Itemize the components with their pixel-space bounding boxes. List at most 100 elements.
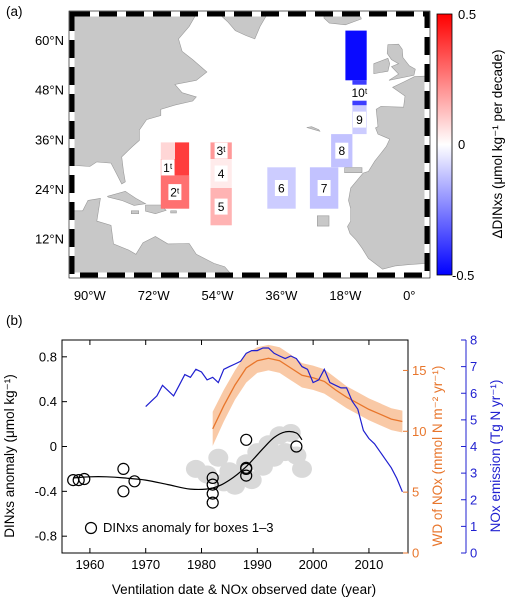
y-right-tick-label: 8 (470, 333, 477, 348)
box-label-bg (168, 184, 182, 201)
box-label-bg (349, 84, 370, 101)
latitude-tick-label: 24°N (35, 182, 64, 197)
box-label-bg (214, 165, 228, 182)
data-point (206, 487, 219, 500)
latitude-tick-label: 12°N (35, 232, 64, 247)
box-label-bg (161, 159, 175, 176)
timeseries-plot: 1960 1970 1980 1990 2000 2010-0.8-0.400.40.80… (35, 333, 478, 573)
map-border-dashed (69, 11, 430, 278)
legend: DINxs anomaly for boxes 1–3 (84, 520, 274, 535)
longitude-tick-label: 0° (403, 288, 415, 303)
y-left-axis-label: DINxs anomaly (μmol kg⁻¹) (2, 374, 17, 537)
box-label: 7 (321, 182, 328, 196)
trend-box (174, 142, 190, 176)
box-label: 10ᵗ (352, 86, 368, 100)
box-label: 3ᵗ (216, 144, 226, 158)
y-mid-tick-label: 0 (412, 546, 419, 561)
legend-text: DINxs anomaly for boxes 1–3 (103, 520, 274, 535)
wd-uncertainty-band (212, 344, 403, 446)
ensemble-cloud (241, 471, 262, 490)
panel-a-label: (a) (6, 4, 23, 19)
box-label: 5 (218, 200, 225, 214)
box-label-bg (214, 142, 228, 159)
data-point (206, 478, 219, 491)
colorbar-label: ΔDINxs (μmol kg⁻¹ per decade) (490, 50, 505, 239)
latitude-tick-label: 48°N (35, 83, 64, 98)
longitude-tick-label: 36°W (265, 288, 298, 303)
trend-box (345, 30, 367, 81)
y-right-axis-label: NOx emission (Tg N yr⁻¹) (488, 380, 503, 533)
y-right-tick-label: 1 (470, 519, 477, 534)
ensemble-cloud (292, 459, 312, 478)
cuba (106, 190, 147, 206)
y-left-tick-label: 0 (50, 439, 57, 454)
colorbar-tick-max: 0.5 (458, 7, 476, 22)
colorbar-tick-mid: 0 (458, 137, 465, 152)
longitude-tick-label: 72°W (138, 288, 171, 303)
box-label-bg (317, 180, 331, 196)
longitude-tick-label: 18°W (329, 288, 362, 303)
y-right-tick-label: 5 (470, 412, 477, 427)
map-border-outer (68, 10, 431, 279)
y-right-tick-label: 6 (470, 386, 477, 401)
x-tick-label: 1970 (131, 557, 160, 572)
box-label: 8 (338, 144, 345, 158)
x-tick-label: 2010 (354, 557, 383, 572)
y-right-tick-label: 3 (470, 466, 477, 481)
jamaica (131, 210, 139, 214)
data-point (206, 496, 219, 509)
colorbar: 0.5 0 -0.5 ΔDINxs (μmol kg⁻¹ per decade) (436, 7, 505, 283)
ensemble-cloud (280, 424, 301, 442)
puerto-rico (170, 210, 177, 214)
europe-africa (347, 14, 428, 270)
x-tick-label: 1990 (243, 557, 272, 572)
y-right-tick-label: 7 (470, 359, 477, 374)
map-frame (68, 10, 431, 279)
data-point (290, 440, 303, 453)
emission-line (145, 347, 403, 493)
data-point (240, 462, 253, 475)
ireland (373, 57, 391, 75)
data-point (78, 472, 91, 486)
azores (306, 126, 321, 132)
box-label: 4 (218, 167, 225, 181)
box-label-bg (353, 111, 366, 128)
data-point (117, 462, 130, 475)
latitude-tick-label: 60°N (35, 33, 64, 48)
y-left-tick-label: 0.8 (39, 349, 57, 364)
box-label-bg (335, 142, 349, 159)
latitude-tick-label: 36°N (35, 132, 64, 147)
longitude-tick-label: 90°W (74, 288, 107, 303)
colorbar-gradient (436, 13, 453, 276)
great-britain (386, 43, 416, 81)
data-point (72, 474, 85, 487)
panel-b-label: (b) (6, 313, 23, 328)
y-mid-tick-label: 5 (412, 485, 419, 500)
canary-islands (344, 167, 363, 173)
ensemble-cloud (208, 448, 229, 467)
north-america (71, 13, 208, 185)
y-left-tick-label: -0.4 (35, 484, 57, 499)
box-label: 2ᵗ (170, 186, 180, 200)
box-label-bg (274, 180, 288, 196)
y-mid-tick-label: 10 (412, 424, 426, 439)
y-right-tick-label: 2 (470, 492, 477, 507)
data-point (128, 475, 141, 488)
x-tick-label: 2000 (299, 557, 328, 572)
central-south-america (71, 198, 233, 276)
data-point (206, 471, 219, 484)
data-point (117, 485, 130, 498)
y-left-tick-label: 0.4 (39, 394, 57, 409)
map: 1ᵗ 2ᵗ 3ᵗ 4 5 6 7 8 9 10ᵗ 90°W 72°W 54°W 36°W 18°W 0° 6… (35, 10, 431, 303)
x-tick-label: 1960 (75, 557, 104, 572)
y-mid-axis-label: WD of NOx (mmol N m⁻² yr⁻¹) (430, 366, 445, 547)
colorbar-tick-min: -0.5 (452, 268, 474, 283)
latitude-tick-labels: 60°N 48°N 36°N 24°N 12°N (35, 33, 64, 247)
y-left-tick-label: -0.8 (35, 529, 57, 544)
x-axis-label: Ventilation date & NOx observed date (ye… (112, 582, 376, 597)
data-point (240, 433, 253, 446)
y-mid-tick-label: 15 (412, 363, 426, 378)
box-label: 1ᵗ (163, 161, 173, 175)
y-right-tick-label: 0 (470, 546, 477, 561)
